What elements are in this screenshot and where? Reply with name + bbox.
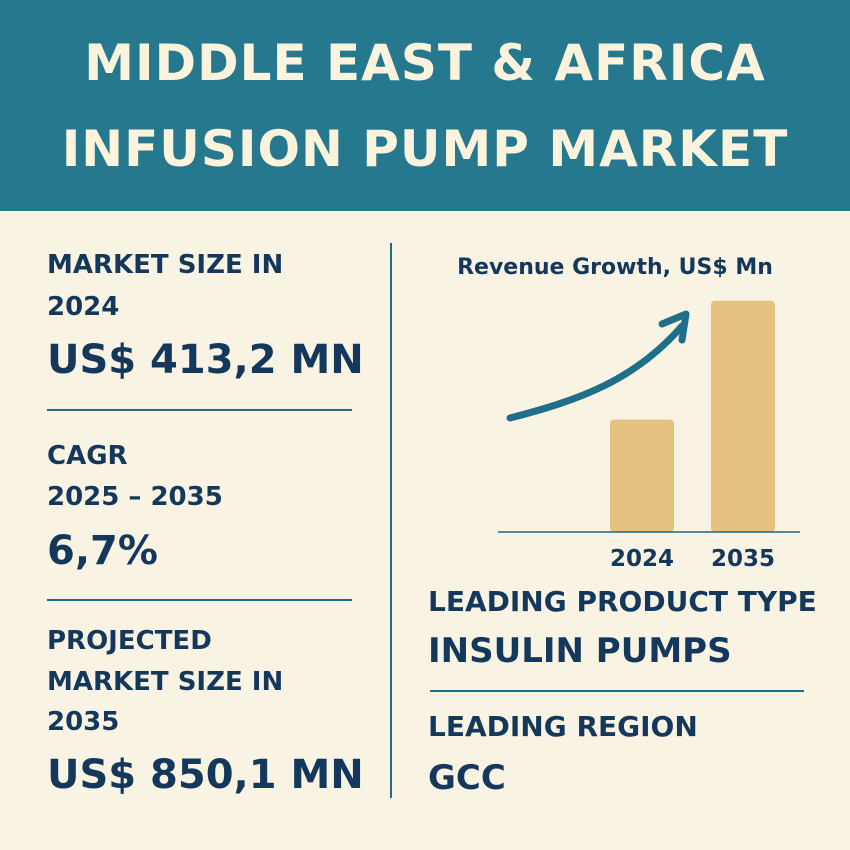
projected-label-line1: PROJECTED <box>47 626 212 656</box>
divider <box>47 599 352 601</box>
trend-arrow-head-icon <box>658 310 690 344</box>
chart-title: Revenue Growth, US$ Mn <box>457 255 773 280</box>
leading-region-value: GCC <box>428 758 506 798</box>
title-banner: MIDDLE EAST & AFRICA INFUSION PUMP MARKE… <box>0 0 850 211</box>
market-size-label-line2: 2024 <box>47 292 120 322</box>
market-size-value: US$ 413,2 MN <box>47 337 364 383</box>
cagr-value: 6,7% <box>47 528 158 574</box>
title-line-1: MIDDLE EAST & AFRICA <box>84 34 766 92</box>
market-size-label-line1: MARKET SIZE IN <box>47 250 284 280</box>
leading-product-label: LEADING PRODUCT TYPE <box>428 585 817 618</box>
cagr-label-line1: CAGR <box>47 441 128 471</box>
x-tick-label: 2024 <box>610 546 674 572</box>
projected-label-line3: 2035 <box>47 707 120 737</box>
trend-arrow <box>506 322 686 422</box>
bar-2024 <box>610 419 674 532</box>
projected-label-line2: MARKET SIZE IN <box>47 667 284 697</box>
leading-product-value: INSULIN PUMPS <box>428 631 732 671</box>
x-tick-label: 2035 <box>711 546 775 572</box>
divider <box>430 690 804 692</box>
bar-2035 <box>711 300 775 532</box>
cagr-label-line2: 2025 – 2035 <box>47 482 223 512</box>
divider <box>47 409 352 411</box>
projected-value: US$ 850,1 MN <box>47 752 364 798</box>
vertical-divider <box>390 243 392 798</box>
title-line-2: INFUSION PUMP MARKET <box>61 120 789 178</box>
leading-region-label: LEADING REGION <box>428 710 698 743</box>
revenue-chart: Revenue Growth, US$ Mn 2024 2035 <box>457 255 800 572</box>
